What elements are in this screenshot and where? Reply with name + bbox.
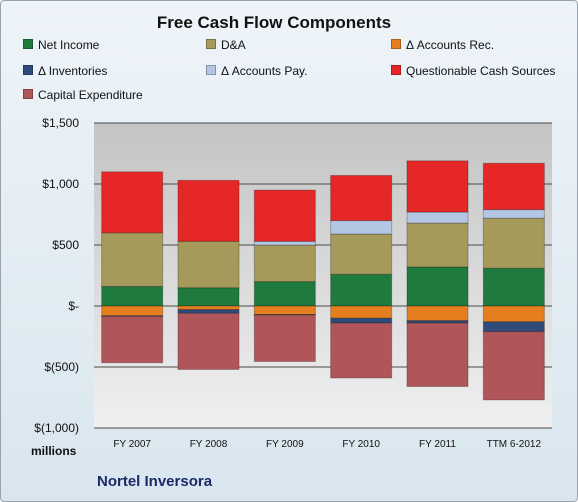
legend-label: Net Income — [38, 38, 100, 52]
bars — [101, 160, 545, 401]
company-name: Nortel Inversora — [97, 473, 213, 490]
bar-segment-net-income — [101, 285, 164, 307]
bar-segment-inventories — [330, 317, 393, 324]
legend-swatch — [391, 39, 401, 49]
bar-segment-inventories — [177, 309, 240, 314]
bar-segment-accounts-rec — [330, 305, 393, 319]
bar-segment-net-income — [406, 266, 469, 307]
bar-segment-questionable-cash-sources — [253, 189, 316, 242]
x-tick-label: FY 2007 — [113, 439, 151, 450]
legend-swatch — [23, 89, 33, 99]
gridlines — [94, 122, 552, 429]
bar-segment-d-a — [482, 217, 545, 269]
bar-segment-accounts-rec — [406, 305, 469, 322]
bar-segment-d-a — [177, 240, 240, 289]
bar-segment-net-income — [482, 267, 545, 307]
bar-segment-questionable-cash-sources — [177, 179, 240, 242]
bar-segment-inventories — [482, 321, 545, 333]
x-tick-label: FY 2009 — [266, 439, 304, 450]
legend-item-accounts-rec: Δ Accounts Rec. — [391, 38, 494, 52]
bar-segment-accounts-pay — [330, 220, 393, 235]
bar-segment-d-a — [330, 233, 393, 275]
y-tick-label: $500 — [52, 238, 79, 252]
plot-area — [94, 123, 552, 428]
legend-item-inventories: Δ Inventories — [23, 64, 107, 78]
legend-swatch — [23, 65, 33, 75]
legend-item-capex: Capital Expenditure — [23, 88, 143, 102]
x-tick-label: FY 2011 — [419, 439, 456, 450]
bar-segment-accounts-rec — [253, 305, 316, 316]
x-tick-label: FY 2010 — [342, 439, 380, 450]
bar-segment-capital-expenditure — [253, 314, 316, 363]
bar-segment-accounts-rec — [482, 305, 545, 323]
legend-label: D&A — [221, 38, 246, 52]
bar-segment-d-a — [101, 232, 164, 287]
legend-label: Questionable Cash Sources — [406, 64, 556, 78]
x-tick-label: FY 2008 — [190, 439, 228, 450]
bar-segment-capital-expenditure — [101, 315, 164, 364]
legend-swatch — [206, 65, 216, 75]
legend-item-da: D&A — [206, 38, 246, 52]
bar-segment-net-income — [253, 281, 316, 307]
legend-item-net-income: Net Income — [23, 38, 99, 52]
x-tick-label: TTM 6-2012 — [487, 439, 542, 450]
bar-segment-accounts-rec — [101, 305, 164, 317]
y-tick-label: $(500) — [44, 360, 79, 374]
bar-segment-accounts-pay — [406, 211, 469, 224]
bar-segment-questionable-cash-sources — [482, 162, 545, 211]
y-tick-label: $- — [68, 299, 79, 313]
legend-label: Capital Expenditure — [38, 88, 143, 102]
legend-swatch — [206, 39, 216, 49]
y-tick-labels: $(1,000) $(500) $- $500 $1,000 $1,500 — [34, 116, 79, 435]
legend-item-questionable: Questionable Cash Sources — [391, 64, 555, 78]
bar-segment-accounts-pay — [253, 240, 316, 246]
bar-segment-accounts-pay — [482, 209, 545, 219]
x-tick-labels: FY 2007 FY 2008 FY 2009 FY 2010 FY 2011 TTM 6… — [113, 439, 541, 450]
legend-label: Δ Accounts Rec. — [406, 38, 495, 52]
legend-label: Δ Inventories — [38, 64, 108, 78]
y-tick-label: $1,500 — [42, 116, 79, 130]
bar-segment-net-income — [177, 287, 240, 307]
bar-segment-capital-expenditure — [482, 331, 545, 401]
legend-swatch — [391, 65, 401, 75]
bar-segment-questionable-cash-sources — [101, 171, 164, 234]
bar-segment-d-a — [253, 244, 316, 283]
y-tick-label: $(1,000) — [34, 421, 79, 435]
legend-item-accounts-pay: Δ Accounts Pay. — [206, 64, 308, 78]
chart-title: Free Cash Flow Components — [156, 13, 392, 32]
bar-segment-accounts-rec — [177, 305, 240, 311]
y-axis-label: millions — [31, 444, 77, 458]
bar-segment-capital-expenditure — [406, 322, 469, 388]
bar-segment-net-income — [330, 273, 393, 307]
bar-segment-d-a — [406, 222, 469, 268]
legend-swatch — [23, 39, 33, 49]
bar-segment-questionable-cash-sources — [406, 160, 469, 213]
bar-segment-questionable-cash-sources — [330, 174, 393, 222]
bar-segment-capital-expenditure — [177, 312, 240, 370]
legend-label: Δ Accounts Pay. — [221, 64, 308, 78]
bar-segment-capital-expenditure — [330, 322, 393, 379]
y-tick-label: $1,000 — [42, 177, 79, 191]
